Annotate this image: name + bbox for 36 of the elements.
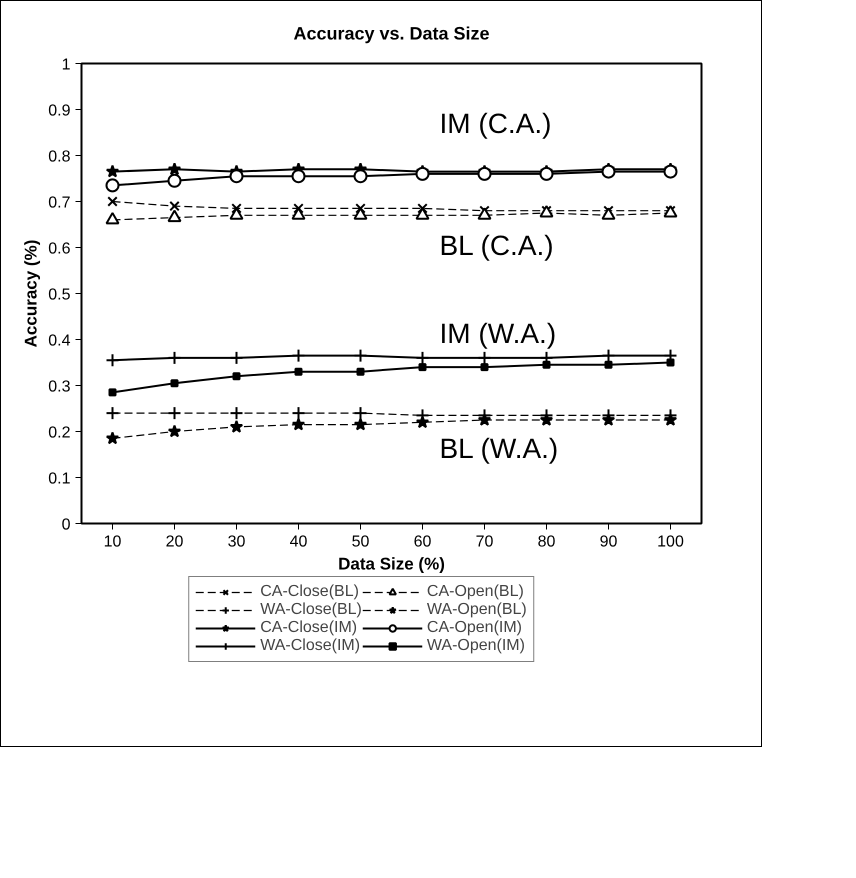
annotation: IM (C.A.) <box>440 108 552 139</box>
y-tick-label: 0.3 <box>48 378 71 396</box>
legend-label: CA-Open(BL) <box>426 583 524 601</box>
x-tick-label: 50 <box>352 534 370 550</box>
legend-label: WA-Close(BL) <box>260 601 362 619</box>
legend-label: WA-Open(IM) <box>426 637 525 655</box>
annotation: BL (W.A.) <box>440 433 558 464</box>
x-tick-label: 10 <box>104 534 122 550</box>
x-tick-label: 20 <box>166 534 184 550</box>
y-tick-label: 0.5 <box>48 286 71 304</box>
x-tick-label: 70 <box>476 534 494 550</box>
chart-title: Accuracy vs. Data Size <box>293 24 490 44</box>
x-tick-label: 30 <box>228 534 246 550</box>
y-tick-label: 1 <box>62 56 71 74</box>
y-tick-label: 0.4 <box>48 332 71 350</box>
y-tick-label: 0.1 <box>48 470 71 488</box>
legend-label: CA-Open(IM) <box>426 619 522 637</box>
x-tick-label: 90 <box>600 534 618 550</box>
legend-label: WA-Close(IM) <box>260 637 360 655</box>
x-tick-label: 40 <box>290 534 308 550</box>
y-tick-label: 0.6 <box>48 240 71 258</box>
annotation: BL (C.A.) <box>440 230 554 261</box>
x-tick-label: 100 <box>657 534 684 550</box>
x-axis-title: Data Size (%) <box>338 554 445 574</box>
legend-label: WA-Open(BL) <box>426 601 527 619</box>
y-axis-title: Accuracy (%) <box>21 240 40 348</box>
annotation: IM (W.A.) <box>440 318 556 349</box>
y-tick-label: 0 <box>62 516 71 534</box>
legend-label: CA-Close(BL) <box>260 583 359 601</box>
y-tick-label: 0.7 <box>48 194 71 212</box>
y-tick-label: 0.8 <box>48 148 71 166</box>
y-tick-label: 0.2 <box>48 424 71 442</box>
legend-label: CA-Close(IM) <box>260 619 358 637</box>
x-tick-label: 60 <box>414 534 432 550</box>
x-tick-label: 80 <box>538 534 556 550</box>
y-tick-label: 0.9 <box>48 102 71 120</box>
